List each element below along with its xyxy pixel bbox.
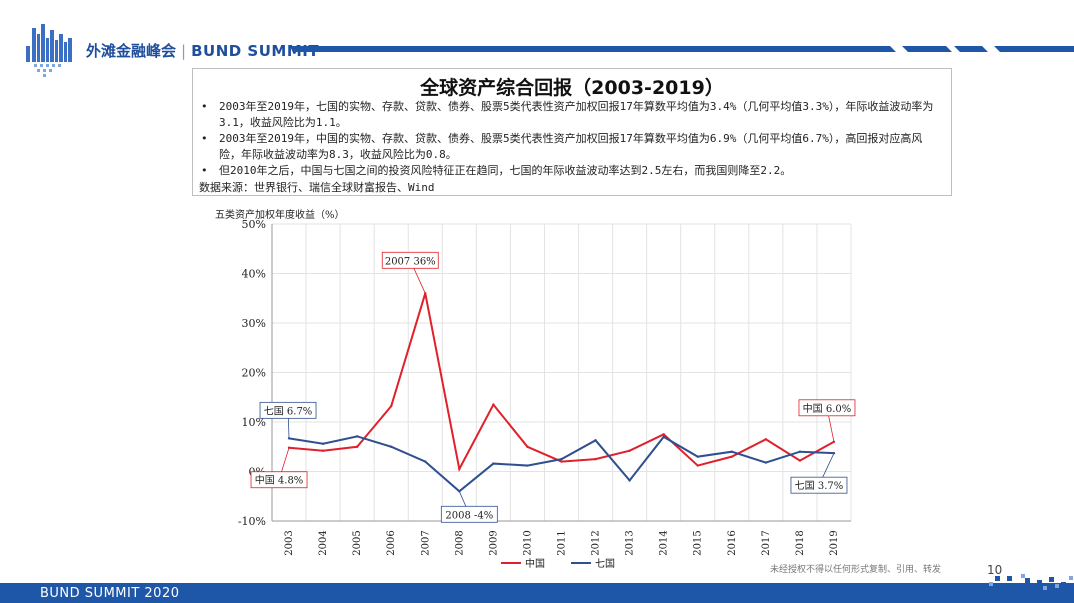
data-point [321,442,325,445]
pixel-pattern-icon [989,574,1073,591]
line-chart: -10%0%10%20%30%40%50%2003200420052006200… [238,218,856,570]
annotation-label: 2008 -4% [445,510,493,521]
x-tick-label: 2011 [557,530,568,555]
footer-bar [0,583,1074,603]
data-point [287,437,291,440]
data-point [696,464,699,467]
data-point [798,459,802,462]
brand-separator: | [181,42,187,60]
x-tick-label: 2006 [386,530,397,555]
data-point [321,449,325,452]
legend-label: 七国 [595,558,615,570]
data-point [355,445,359,448]
x-tick-label: 2009 [488,530,499,555]
chart-title: 五类资产加权年度收益（%） [215,210,345,221]
data-point [696,455,699,458]
summary-box: 全球资产综合回报（2003-2019） 2003年至2019年，七国的实物、存款… [192,68,952,196]
data-point [730,455,733,458]
annotation-label: 中国 6.0% [803,402,852,415]
header-stripe [290,46,1074,52]
x-tick-label: 2007 [420,530,431,555]
y-tick-label: 40% [242,268,266,281]
data-point [594,457,597,461]
x-tick-label: 2008 [454,530,465,555]
y-tick-label: 20% [242,367,266,380]
data-point [355,435,359,438]
bund-summit-logo-icon [26,24,72,77]
data-point [662,435,665,439]
x-tick-label: 2010 [522,530,533,555]
brand-en: BUND SUMMIT [191,42,320,60]
data-point [560,460,563,463]
x-tick-label: 2013 [625,530,636,555]
y-tick-label: -10% [238,515,266,528]
annotation-box [259,401,317,419]
data-point [628,449,631,452]
annotation-label: 中国 4.8% [255,474,304,487]
data-point [492,462,495,465]
y-tick-label: 50% [242,218,266,231]
annotation-label: 七国 3.7% [795,480,844,492]
x-tick-label: 2005 [352,530,363,555]
x-tick-label: 2003 [284,530,295,555]
data-source: 数据来源：世界银行、瑞信全球财富报告、Wind [199,181,435,194]
series-line-1 [288,435,835,493]
data-point [458,467,461,471]
footer-event-name: BUND SUMMIT 2020 [40,586,180,601]
x-tick-label: 2012 [591,530,602,555]
data-point [764,438,768,441]
page-number: 10 [987,563,1003,577]
x-tick-label: 2015 [693,530,704,555]
data-point [764,461,768,464]
data-point [526,445,529,448]
x-tick-label: 2017 [761,530,772,555]
legend-label: 中国 [525,557,545,570]
x-tick-label: 2019 [829,530,840,555]
annotation-box [250,471,308,489]
annotation-box [798,399,856,417]
bullet-item: 2003年至2019年，中国的实物、存款、贷款、债券、股票5类代表性资产加权回报… [199,131,939,163]
x-tick-label: 2014 [659,530,670,555]
brand-title: 外滩金融峰会 | BUND SUMMIT [86,40,319,61]
data-point [594,439,597,442]
data-point [424,460,427,463]
disclaimer: 未经授权不得以任何形式复制、引用、转发 [770,565,942,575]
annotation-box [381,251,439,269]
annotation-label: 2007 36% [385,256,436,267]
y-tick-label: 10% [242,416,266,429]
annotation-box [790,476,848,494]
data-point [662,433,665,436]
data-point [492,403,495,406]
data-point [730,450,733,453]
data-point [798,450,802,453]
x-tick-label: 2016 [727,530,738,555]
annotation-label: 七国 6.7% [264,405,313,417]
annotation-box [440,505,498,523]
series-line-0 [288,293,835,472]
bullet-item: 但2010年之后，中国与七国之间的投资风险特征正在趋同，七国的年际收益波动率达到… [199,163,939,179]
data-point [390,445,393,448]
data-point [560,457,563,461]
page-title: 全球资产综合回报（2003-2019） [420,77,724,99]
x-tick-label: 2004 [318,530,329,555]
x-tick-label: 2018 [795,530,806,555]
data-point [628,479,631,482]
bullet-list: 2003年至2019年，七国的实物、存款、贷款、债券、股票5类代表性资产加权回报… [199,99,939,179]
brand-cn: 外滩金融峰会 [86,42,177,60]
y-tick-label: 30% [242,317,266,330]
bullet-item: 2003年至2019年，七国的实物、存款、贷款、债券、股票5类代表性资产加权回报… [199,99,939,131]
data-point [390,404,393,408]
data-point [526,464,529,467]
